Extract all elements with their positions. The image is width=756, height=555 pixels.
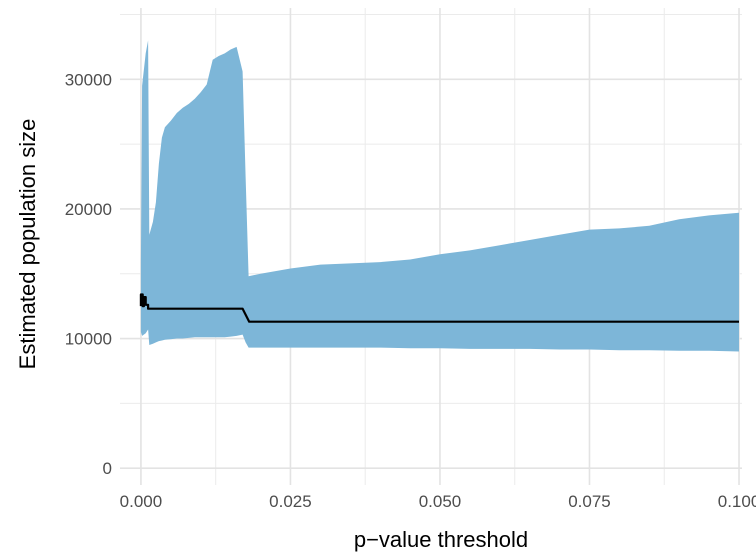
- y-tick-label: 20000: [65, 200, 112, 219]
- x-tick-label: 0.100: [718, 492, 756, 511]
- y-tick-label: 0: [103, 459, 112, 478]
- x-axis-title: p−value threshold: [354, 527, 528, 552]
- x-tick-label: 0.050: [419, 492, 462, 511]
- y-axis-ticks: 0 10000 20000 30000: [65, 70, 112, 478]
- plot-area: [139, 40, 739, 352]
- estimate-line: [139, 293, 739, 323]
- x-tick-label: 0.025: [269, 492, 312, 511]
- x-axis-ticks: 0.000 0.025 0.050 0.075 0.100: [120, 492, 756, 511]
- x-tick-label: 0.000: [120, 492, 163, 511]
- y-axis-title: Estimated population size: [15, 119, 40, 370]
- y-tick-label: 30000: [65, 70, 112, 89]
- confidence-band: [140, 40, 739, 352]
- y-tick-label: 10000: [65, 330, 112, 349]
- x-tick-label: 0.075: [568, 492, 611, 511]
